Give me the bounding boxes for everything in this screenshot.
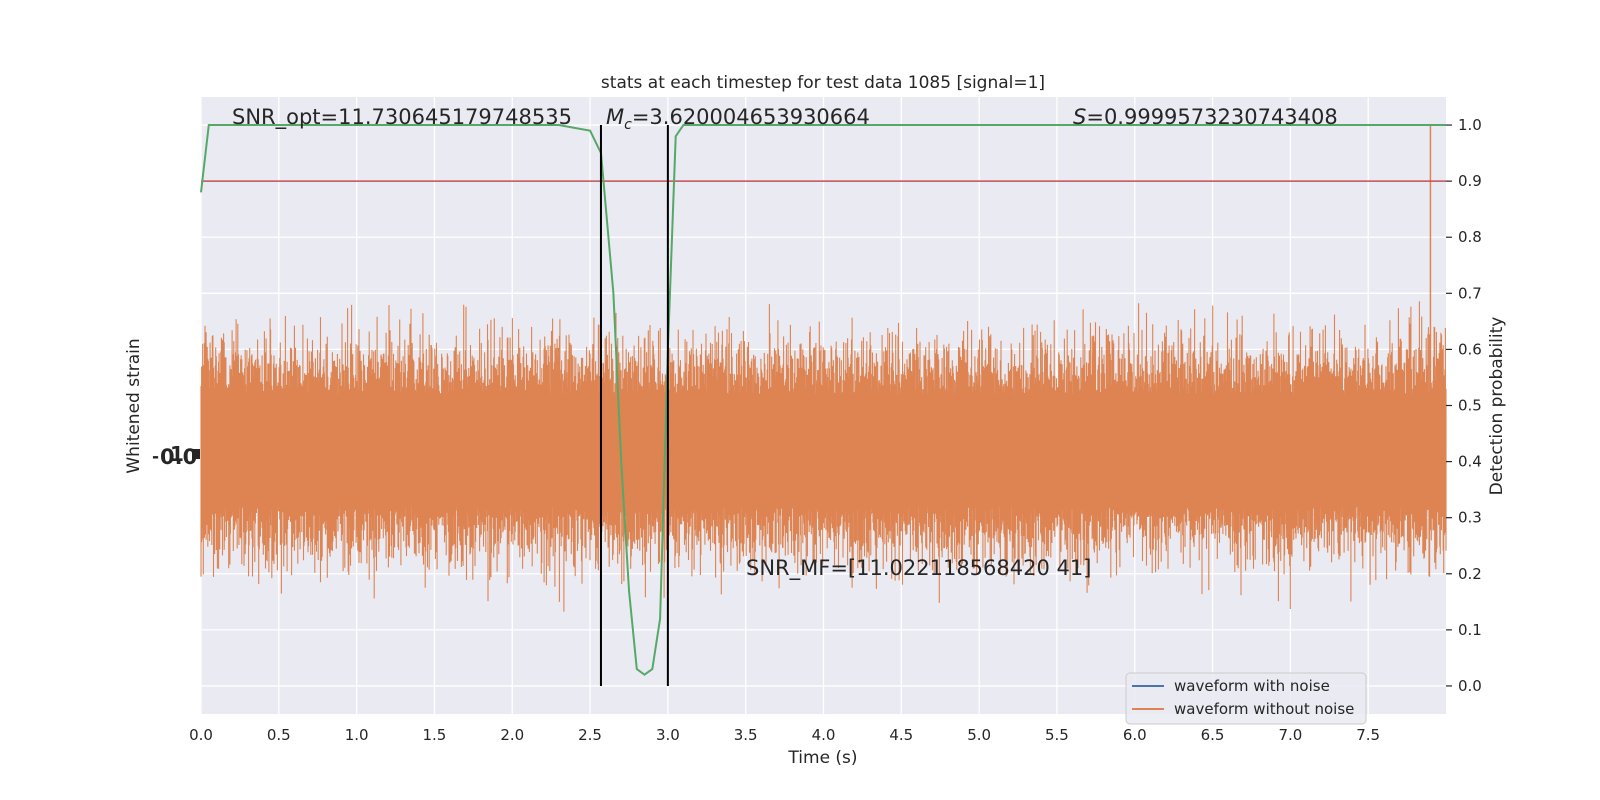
y-tick-label: 0.4 <box>1458 453 1482 471</box>
y-tick-label: 0.3 <box>1458 509 1482 527</box>
svg-text:1: 1 <box>170 442 184 466</box>
y-tick-labels-right: 0.0 0.1 0.2 0.3 0.4 0.5 0.6 0.7 0.8 0.9 1.0 <box>1446 116 1482 695</box>
x-tick-label: 3.5 <box>734 726 758 744</box>
probability-line <box>200 124 1446 676</box>
y-axis-label-left: Whitened strain <box>124 338 144 473</box>
x-tick-label: 1.5 <box>423 726 447 744</box>
x-tick-labels: 0.0 0.5 1.0 1.5 2.0 2.5 3.0 3.5 4.0 4.5 5.0 5.5 6.0 6… <box>189 726 1380 744</box>
y-tick-label: 0.9 <box>1458 172 1482 190</box>
x-tick-label: 4.5 <box>889 726 913 744</box>
y-tick-label: 1.0 <box>1458 116 1482 134</box>
svg-text:0.0: 0.0 <box>160 445 197 469</box>
legend-label-without-noise: waveform without noise <box>1174 700 1354 718</box>
x-tick-label: 6.0 <box>1123 726 1147 744</box>
x-tick-label: 5.0 <box>967 726 991 744</box>
strain-series <box>200 125 1447 612</box>
s-value: =0.9999573230743408 <box>1086 105 1337 129</box>
snr-mf-annotation: SNR_MF=[11.022118568420 41] <box>746 556 1091 581</box>
mc-annotation: Mc=3.620004653930664 <box>606 105 870 133</box>
y-tick-label: 0.8 <box>1458 228 1482 246</box>
snr-opt-annotation: SNR_opt=11.730645179748535 <box>232 105 572 130</box>
y-tick-label: 0.6 <box>1458 340 1482 358</box>
x-tick-label: 1.0 <box>345 726 369 744</box>
x-tick-label: 7.5 <box>1356 726 1380 744</box>
y-tick-label: 0.0 <box>1458 677 1482 695</box>
x-tick-label: 4.0 <box>812 726 836 744</box>
mc-subscript: c <box>624 117 632 133</box>
legend-label-with-noise: waveform with noise <box>1174 677 1330 695</box>
x-tick-label: 0.0 <box>189 726 213 744</box>
legend-box <box>1125 672 1367 725</box>
y-tick-label: 0.7 <box>1458 284 1482 302</box>
x-tick-label: 7.0 <box>1278 726 1302 744</box>
x-tick-label: 2.0 <box>500 726 524 744</box>
svg-text:-: - <box>152 447 159 467</box>
s-annotation: S=0.9999573230743408 <box>1073 105 1338 129</box>
y-tick-label: 0.2 <box>1458 565 1482 583</box>
legend: waveform with noise waveform without noi… <box>1125 672 1367 725</box>
x-tick-label: 3.0 <box>656 726 680 744</box>
x-axis-label: Time (s) <box>787 748 857 768</box>
x-tick-label: 5.5 <box>1045 726 1069 744</box>
strain-core-band <box>201 394 1446 507</box>
probability-series-group <box>200 124 1446 676</box>
s-symbol: S <box>1073 105 1086 129</box>
left-tick-clutter: - 0.0 1 <box>152 442 200 469</box>
x-tick-label: 6.5 <box>1201 726 1225 744</box>
x-tick-label: 2.5 <box>578 726 602 744</box>
vertical-lines <box>599 125 669 686</box>
chart-title: stats at each timestep for test data 108… <box>601 73 1045 93</box>
mc-symbol: M <box>606 105 624 129</box>
y-axis-label-right: Detection probability <box>1487 317 1507 496</box>
y-tick-label: 0.1 <box>1458 621 1482 639</box>
mc-value: =3.620004653930664 <box>632 105 870 129</box>
y-tick-label: 0.5 <box>1458 397 1482 415</box>
x-tick-label: 0.5 <box>267 726 291 744</box>
